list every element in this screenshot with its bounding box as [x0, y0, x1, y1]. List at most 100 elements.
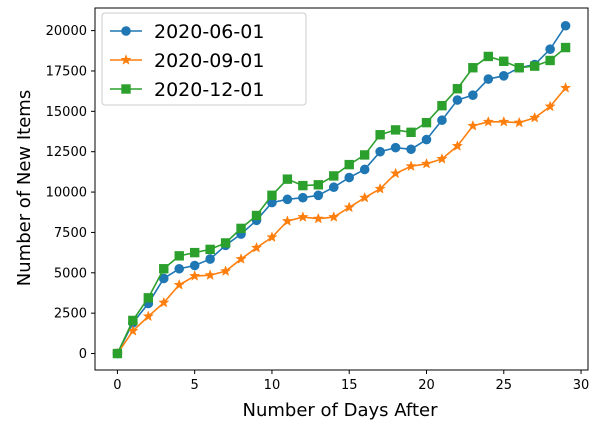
y-tick-label: 7500 — [54, 226, 87, 241]
data-point — [189, 270, 201, 281]
data-point — [189, 247, 200, 258]
data-point — [499, 56, 509, 66]
data-point — [220, 238, 231, 248]
data-point — [204, 269, 216, 281]
data-point — [328, 182, 339, 193]
data-point — [390, 142, 401, 153]
data-point — [389, 167, 402, 179]
series-line — [116, 87, 567, 354]
data-point — [513, 116, 525, 128]
legend-entry: 2020-12-01 — [110, 79, 264, 101]
x-tick-label: 15 — [341, 378, 358, 393]
data-point — [529, 111, 541, 123]
data-point — [560, 20, 571, 31]
x-tick-label: 20 — [418, 378, 435, 393]
data-point — [343, 201, 355, 213]
legend-marker — [121, 26, 131, 36]
data-point — [498, 71, 509, 81]
data-point — [328, 211, 340, 222]
data-point — [421, 134, 432, 145]
legend-frame — [101, 12, 307, 106]
data-point — [313, 180, 324, 190]
plot-area: 0 5 10 15 20 25 30 0 2500 5000 7500 10000 12500 15000… — [46, 7, 590, 393]
data-point — [406, 144, 416, 155]
data-point — [173, 279, 185, 290]
data-point — [375, 130, 385, 140]
y-tick-label: 5000 — [54, 266, 87, 281]
series-2020-09-01 — [111, 82, 572, 359]
data-point — [406, 127, 416, 138]
data-point — [359, 191, 371, 203]
data-point — [498, 115, 510, 127]
data-point — [174, 251, 184, 261]
data-point — [483, 74, 494, 84]
data-point — [158, 296, 170, 308]
y-tick-label: 20000 — [46, 24, 87, 39]
legend-label: 2020-12-01 — [154, 79, 264, 101]
data-point — [282, 174, 293, 184]
data-point — [298, 192, 308, 203]
data-point — [359, 150, 370, 160]
data-point — [250, 241, 263, 253]
x-tick-label: 25 — [495, 378, 512, 393]
data-point — [281, 215, 294, 226]
data-point — [312, 212, 324, 224]
x-tick-label: 30 — [573, 378, 590, 393]
data-point — [297, 211, 309, 222]
data-point — [529, 61, 540, 71]
data-point — [205, 254, 215, 264]
data-point — [452, 84, 463, 94]
data-point — [436, 153, 448, 164]
x-axis-label: Number of Days After — [243, 400, 439, 421]
data-point — [359, 164, 370, 175]
legend-marker — [121, 84, 131, 94]
data-point — [236, 223, 246, 234]
legend-entry: 2020-06-01 — [110, 21, 264, 43]
data-point — [159, 264, 169, 274]
data-point — [390, 125, 401, 135]
data-point — [374, 182, 386, 194]
legend-label: 2020-06-01 — [154, 21, 264, 43]
data-point — [482, 115, 494, 127]
data-point — [329, 171, 339, 181]
x-tick-label: 10 — [264, 378, 281, 393]
legend-label: 2020-09-01 — [154, 50, 264, 72]
data-point — [375, 146, 385, 157]
legend-marker — [120, 54, 132, 65]
x-tick-label: 5 — [191, 378, 199, 393]
series-2020-12-01 — [112, 42, 571, 359]
data-point — [344, 172, 355, 183]
data-point — [452, 95, 463, 105]
data-point — [467, 119, 479, 131]
plot-frame — [94, 7, 589, 371]
data-point — [143, 293, 154, 303]
data-point — [560, 42, 571, 53]
data-point — [298, 180, 308, 191]
data-point — [545, 55, 555, 66]
data-point — [420, 157, 433, 169]
data-point — [205, 244, 215, 255]
legend: 2020-06-01 2020-09-01 2020-12-01 — [101, 12, 307, 106]
data-point — [189, 260, 200, 271]
data-point — [112, 348, 123, 359]
data-point — [559, 82, 572, 93]
data-point — [437, 100, 447, 111]
data-point — [451, 140, 464, 151]
data-point — [405, 160, 417, 172]
data-point — [544, 100, 556, 112]
data-point — [468, 63, 478, 73]
y-tick-label: 17500 — [46, 64, 87, 79]
y-tick-label: 15000 — [46, 105, 87, 120]
y-tick-label: 0 — [79, 347, 87, 362]
y-tick-label: 10000 — [46, 186, 87, 201]
data-point — [251, 210, 262, 221]
x-tick-label: 0 — [113, 378, 121, 393]
data-point — [313, 190, 324, 201]
y-tick-label: 2500 — [54, 307, 87, 322]
data-point — [128, 315, 138, 326]
data-point — [545, 44, 555, 54]
data-point — [468, 90, 478, 100]
data-point — [142, 310, 154, 322]
data-point — [174, 263, 185, 274]
y-axis-label: Number of New Items — [14, 90, 35, 286]
